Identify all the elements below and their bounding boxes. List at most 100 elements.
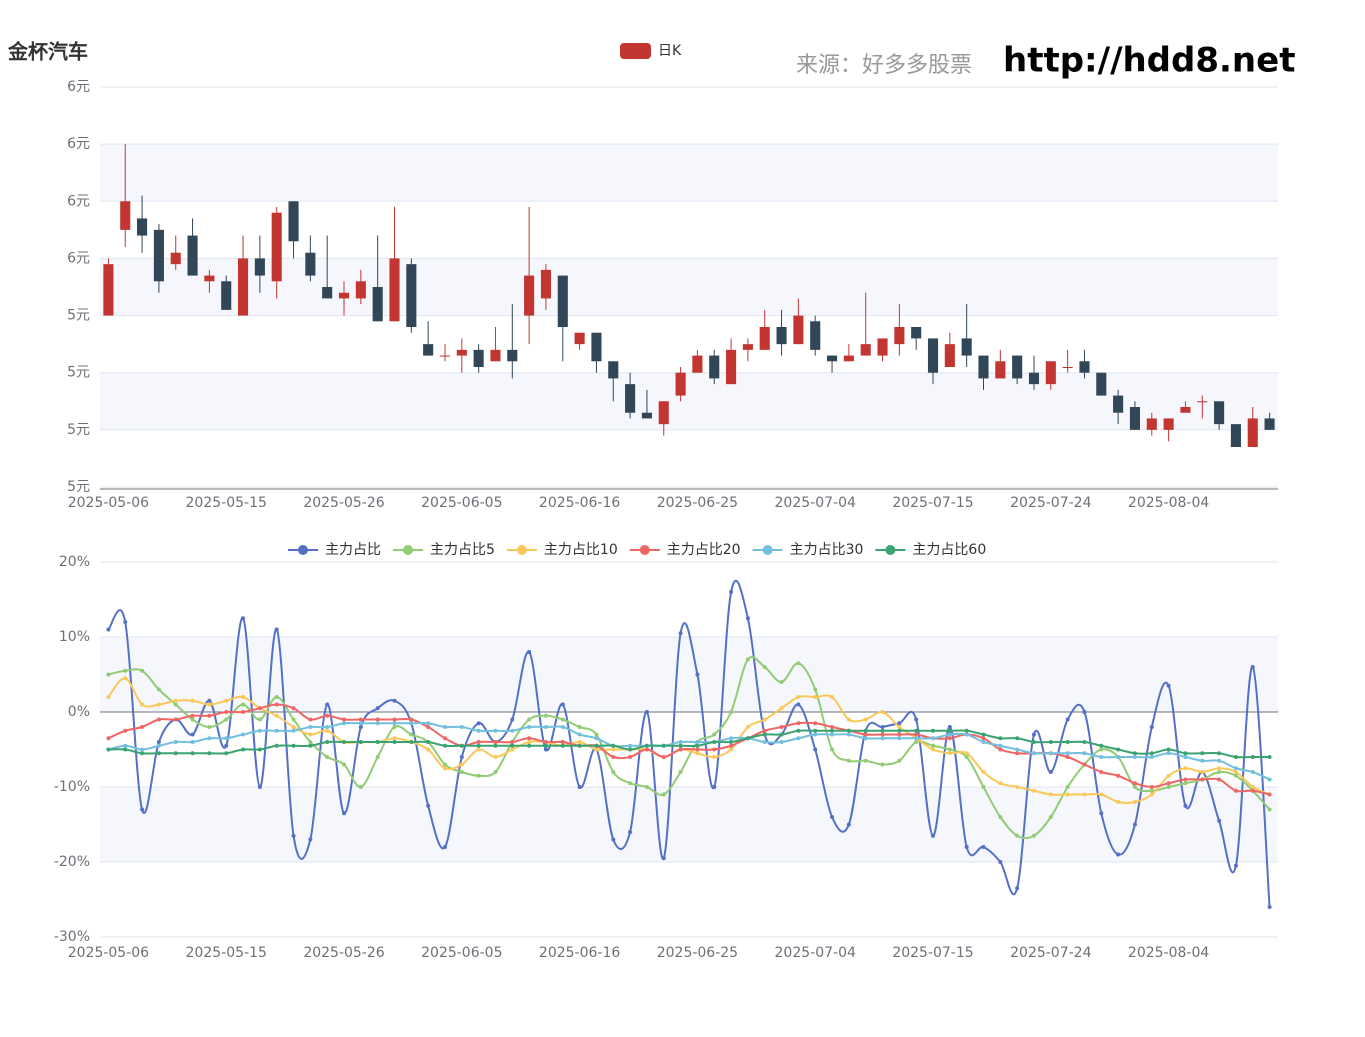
series-point xyxy=(1065,792,1070,797)
series-point xyxy=(1048,792,1053,797)
candle-body xyxy=(692,355,703,373)
series-point xyxy=(813,695,818,699)
series-point xyxy=(106,627,111,632)
series-point xyxy=(106,736,111,741)
series-point xyxy=(729,710,734,714)
series-point xyxy=(560,725,565,729)
series-point xyxy=(543,725,548,729)
y-tick-label: 6元 xyxy=(67,136,90,152)
x-tick-label: 2025-06-05 xyxy=(421,945,502,961)
series-point xyxy=(863,717,868,722)
series-point xyxy=(796,661,801,666)
series-point xyxy=(123,743,128,748)
series-line xyxy=(108,703,1270,796)
series-point xyxy=(1099,770,1104,774)
candle-body xyxy=(221,281,232,310)
series-point xyxy=(224,717,229,722)
series-point xyxy=(1166,747,1171,752)
candle-body xyxy=(927,338,939,373)
candle-body xyxy=(742,344,753,350)
series-point xyxy=(947,747,952,752)
series-point xyxy=(1132,785,1137,789)
series-point xyxy=(1217,758,1222,763)
series-point xyxy=(510,717,515,722)
series-point xyxy=(190,717,195,722)
series-point xyxy=(308,837,313,842)
series-point xyxy=(527,725,532,729)
series-point xyxy=(695,751,700,756)
series-point xyxy=(1233,863,1238,868)
series-point xyxy=(611,755,616,759)
series-point xyxy=(140,702,145,707)
candle-body xyxy=(1180,407,1191,413)
series-point xyxy=(897,732,902,737)
x-tick-label: 2025-06-16 xyxy=(539,945,620,961)
candle-body xyxy=(860,344,871,356)
series-point xyxy=(729,747,734,752)
series-point xyxy=(1082,740,1087,744)
series-point xyxy=(577,785,582,789)
series-point xyxy=(661,792,666,797)
series-point xyxy=(1116,755,1121,759)
series-point xyxy=(1183,777,1188,782)
series-line xyxy=(108,721,1271,781)
x-tick-label: 2025-06-25 xyxy=(657,945,738,961)
series-point xyxy=(493,743,498,748)
series-point xyxy=(1183,751,1188,756)
series-point xyxy=(628,743,633,748)
series-point xyxy=(493,740,498,744)
y-tick-label: 5元 xyxy=(67,422,90,438)
series-point xyxy=(1183,781,1188,786)
series-point xyxy=(257,706,262,711)
series-point xyxy=(729,736,734,741)
series-point xyxy=(897,736,902,741)
series-point xyxy=(1267,755,1272,759)
series-point xyxy=(1166,751,1171,756)
series-point xyxy=(745,616,750,621)
candle-body xyxy=(810,321,821,350)
series-point xyxy=(1149,785,1154,789)
candle-body xyxy=(1230,424,1241,447)
page-title: 金杯汽车 xyxy=(7,40,88,64)
series-point xyxy=(190,732,195,737)
series-point xyxy=(375,717,380,722)
series-point xyxy=(375,706,380,711)
legend-label: 主力占比 xyxy=(325,542,381,558)
series-point xyxy=(207,713,212,718)
candle-body xyxy=(1096,372,1107,396)
series-point xyxy=(459,743,464,748)
series-point xyxy=(257,747,262,752)
series-point xyxy=(1015,886,1020,891)
series-point xyxy=(577,743,582,748)
series-point xyxy=(257,785,262,789)
series-point xyxy=(678,740,683,744)
series-point xyxy=(846,758,851,763)
candle-body xyxy=(507,349,518,362)
series-point xyxy=(106,672,111,677)
x-tick-label: 2025-07-04 xyxy=(775,945,856,961)
series-point xyxy=(1149,755,1154,759)
series-point xyxy=(510,728,515,733)
series-point xyxy=(241,616,246,621)
series-point xyxy=(207,698,212,703)
series-point xyxy=(1031,732,1036,737)
series-point xyxy=(914,736,919,741)
candle-body xyxy=(473,349,484,367)
candle-body xyxy=(187,235,198,276)
series-point xyxy=(779,725,784,729)
candle-body xyxy=(557,275,568,327)
series-point xyxy=(560,743,565,748)
legend-label: 主力占比60 xyxy=(912,542,986,558)
series-point xyxy=(1233,755,1238,759)
series-point xyxy=(931,833,936,838)
series-point xyxy=(813,687,818,692)
series-point xyxy=(830,695,835,699)
series-point xyxy=(308,743,313,748)
series-point xyxy=(1132,800,1137,804)
series-point xyxy=(493,728,498,733)
candle-body xyxy=(204,275,215,282)
series-point xyxy=(560,740,565,744)
series-point xyxy=(409,732,414,737)
series-point xyxy=(678,631,683,636)
series-point xyxy=(392,725,397,729)
